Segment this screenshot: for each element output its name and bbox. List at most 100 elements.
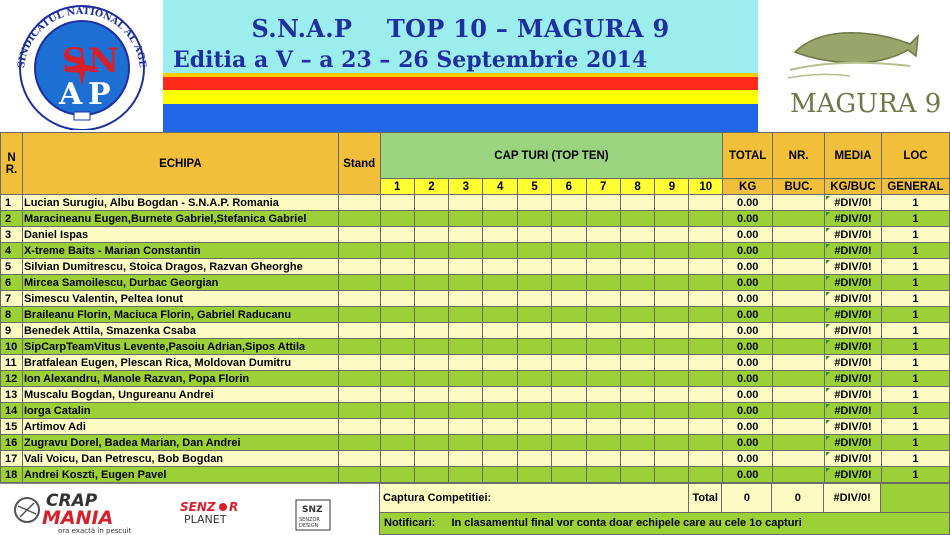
row-capture-cell[interactable]	[517, 386, 552, 403]
row-capture-cell[interactable]	[585, 386, 621, 403]
row-capture-cell[interactable]	[517, 354, 552, 371]
row-capture-cell[interactable]	[550, 210, 587, 227]
row-capture-cell[interactable]	[379, 402, 415, 419]
row-capture-cell[interactable]	[517, 210, 552, 227]
row-loc[interactable]: 1	[880, 226, 950, 243]
row-capture-cell[interactable]	[379, 210, 415, 227]
row-stand[interactable]	[337, 274, 381, 291]
row-capture-cell[interactable]	[619, 210, 656, 227]
row-nr-buc[interactable]	[772, 386, 825, 403]
row-nr-buc[interactable]	[772, 354, 825, 371]
row-nr[interactable]: 18	[0, 466, 23, 483]
row-capture-cell[interactable]	[688, 338, 724, 355]
row-loc[interactable]: 1	[880, 402, 950, 419]
row-capture-cell[interactable]	[482, 466, 519, 483]
row-total-kg[interactable]: 0.00	[722, 466, 774, 483]
row-capture-cell[interactable]	[413, 274, 450, 291]
row-nr-buc[interactable]	[772, 242, 825, 259]
row-total-kg[interactable]: 0.00	[722, 242, 774, 259]
row-capture-cell[interactable]	[379, 434, 415, 451]
row-capture-cell[interactable]	[413, 418, 450, 435]
row-media[interactable]: #DIV/0!	[824, 354, 882, 371]
row-nr-buc[interactable]	[772, 210, 825, 227]
row-capture-cell[interactable]	[379, 274, 415, 291]
row-capture-cell[interactable]	[654, 258, 690, 275]
row-loc[interactable]: 1	[880, 274, 950, 291]
row-stand[interactable]	[337, 450, 381, 467]
row-capture-cell[interactable]	[654, 338, 690, 355]
row-capture-cell[interactable]	[448, 306, 484, 323]
row-capture-cell[interactable]	[379, 194, 415, 211]
row-nr-buc[interactable]	[772, 194, 825, 211]
row-nr[interactable]: 1	[0, 194, 23, 211]
row-capture-cell[interactable]	[619, 354, 656, 371]
row-echipa[interactable]: Lucian Surugiu, Albu Bogdan - S.N.A.P. R…	[21, 194, 339, 211]
row-capture-cell[interactable]	[585, 274, 621, 291]
row-capture-cell[interactable]	[654, 306, 690, 323]
row-media[interactable]: #DIV/0!	[824, 306, 882, 323]
row-capture-cell[interactable]	[517, 258, 552, 275]
row-media[interactable]: #DIV/0!	[824, 322, 882, 339]
row-capture-cell[interactable]	[654, 450, 690, 467]
row-capture-cell[interactable]	[654, 210, 690, 227]
row-capture-cell[interactable]	[550, 322, 587, 339]
row-capture-cell[interactable]	[688, 466, 724, 483]
row-capture-cell[interactable]	[654, 434, 690, 451]
row-capture-cell[interactable]	[448, 210, 484, 227]
row-nr[interactable]: 7	[0, 290, 23, 307]
row-echipa[interactable]: Zugravu Dorel, Badea Marian, Dan Andrei	[21, 434, 339, 451]
row-echipa[interactable]: Silvian Dumitrescu, Stoica Dragos, Razva…	[21, 258, 339, 275]
row-capture-cell[interactable]	[619, 306, 656, 323]
row-loc[interactable]: 1	[880, 418, 950, 435]
row-capture-cell[interactable]	[619, 242, 656, 259]
row-capture-cell[interactable]	[448, 450, 484, 467]
row-nr[interactable]: 10	[0, 338, 23, 355]
row-stand[interactable]	[337, 466, 381, 483]
row-capture-cell[interactable]	[482, 402, 519, 419]
row-nr[interactable]: 12	[0, 370, 23, 387]
row-loc[interactable]: 1	[880, 466, 950, 483]
row-total-kg[interactable]: 0.00	[722, 258, 774, 275]
row-total-kg[interactable]: 0.00	[722, 418, 774, 435]
row-capture-cell[interactable]	[550, 466, 587, 483]
row-capture-cell[interactable]	[585, 242, 621, 259]
row-capture-cell[interactable]	[379, 290, 415, 307]
row-capture-cell[interactable]	[448, 354, 484, 371]
row-capture-cell[interactable]	[550, 450, 587, 467]
row-loc[interactable]: 1	[880, 322, 950, 339]
row-total-kg[interactable]: 0.00	[722, 450, 774, 467]
row-capture-cell[interactable]	[550, 242, 587, 259]
row-echipa[interactable]: Simescu Valentin, Peltea Ionut	[21, 290, 339, 307]
row-echipa[interactable]: Iorga Catalin	[21, 402, 339, 419]
row-capture-cell[interactable]	[550, 434, 587, 451]
row-capture-cell[interactable]	[585, 322, 621, 339]
row-capture-cell[interactable]	[654, 370, 690, 387]
row-capture-cell[interactable]	[585, 306, 621, 323]
row-stand[interactable]	[337, 242, 381, 259]
row-capture-cell[interactable]	[448, 402, 484, 419]
row-echipa[interactable]: Bratfalean Eugen, Plescan Rica, Moldovan…	[21, 354, 339, 371]
row-echipa[interactable]: Mircea Samoilescu, Durbac Georgian	[21, 274, 339, 291]
row-capture-cell[interactable]	[517, 274, 552, 291]
row-media[interactable]: #DIV/0!	[824, 466, 882, 483]
row-capture-cell[interactable]	[482, 194, 519, 211]
row-media[interactable]: #DIV/0!	[824, 370, 882, 387]
row-capture-cell[interactable]	[379, 306, 415, 323]
row-capture-cell[interactable]	[688, 210, 724, 227]
row-capture-cell[interactable]	[413, 242, 450, 259]
row-capture-cell[interactable]	[413, 258, 450, 275]
row-capture-cell[interactable]	[517, 402, 552, 419]
row-capture-cell[interactable]	[550, 290, 587, 307]
row-media[interactable]: #DIV/0!	[824, 434, 882, 451]
row-capture-cell[interactable]	[585, 226, 621, 243]
row-capture-cell[interactable]	[413, 402, 450, 419]
row-echipa[interactable]: Vali Voicu, Dan Petrescu, Bob Bogdan	[21, 450, 339, 467]
row-media[interactable]: #DIV/0!	[824, 274, 882, 291]
row-stand[interactable]	[337, 418, 381, 435]
row-capture-cell[interactable]	[482, 322, 519, 339]
row-stand[interactable]	[337, 194, 381, 211]
row-capture-cell[interactable]	[413, 194, 450, 211]
row-capture-cell[interactable]	[550, 226, 587, 243]
row-capture-cell[interactable]	[619, 418, 656, 435]
row-loc[interactable]: 1	[880, 386, 950, 403]
